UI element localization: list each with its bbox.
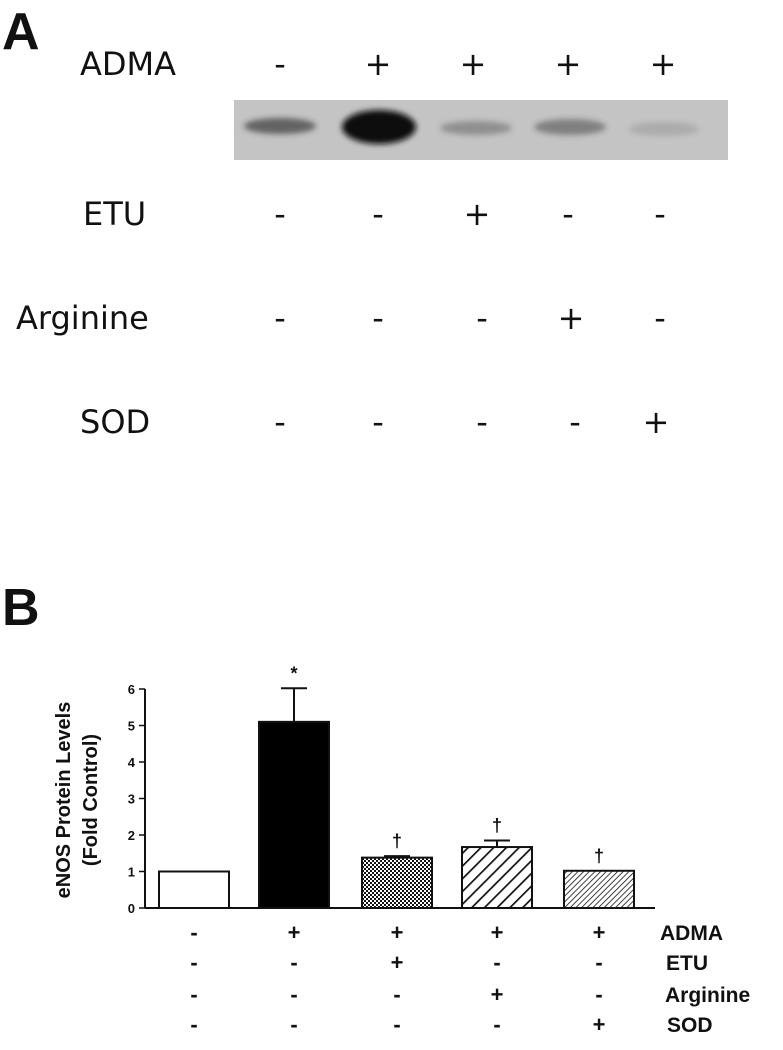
etu-sign-lane-3: + [463,195,491,233]
treatment-label-arginine: Arginine [665,984,750,1007]
sod-sign-lane-4: - [569,403,581,441]
treatment-sod-sign-4: - [493,1012,500,1037]
treatment-sod-sign-5: + [593,1012,606,1037]
blot-band-lane-4 [534,119,606,135]
treatment-adma-sign-5: + [593,920,606,945]
blot-band-lane-3 [440,121,512,135]
treatment-arginine-sign-4: + [491,982,504,1007]
arginine-sign-lane-2: - [372,299,384,337]
arginine-sign-lane-5: - [654,299,666,337]
bar-1 [158,870,230,909]
significance-mark-4: † [492,815,502,835]
treatment-adma-sign-4: + [491,920,504,945]
etu-sign-lane-2: - [372,195,384,233]
treatment-adma-sign-2: + [288,920,301,945]
y-tick-label-0: 0 [128,901,135,916]
panel-a-letter: A [2,3,40,61]
treatment-etu-sign-2: - [290,950,297,975]
etu-sign-lane-4: - [562,195,574,233]
row-label-sod: SOD [80,403,151,441]
treatment-label-adma: ADMA [660,922,723,945]
y-tick-label-6: 6 [128,682,135,697]
significance-mark-2: * [290,663,297,683]
etu-sign-lane-1: - [274,195,286,233]
treatment-label-etu: ETU [666,952,708,975]
treatment-arginine-sign-3: - [393,982,400,1007]
treatment-etu-sign-3: + [391,950,404,975]
sod-sign-lane-2: - [372,403,384,441]
treatment-etu-sign-1: - [190,950,197,975]
adma-sign-lane-1: - [274,45,286,83]
significance-mark-3: † [392,831,402,851]
treatment-adma-sign-1: - [190,920,197,945]
blot-band-lane-5 [629,122,699,136]
treatment-arginine-sign-5: - [595,982,602,1007]
row-label-adma: ADMA [80,45,177,83]
y-tick-label-3: 3 [128,792,135,807]
y-axis-label-line-1: eNOS Protein Levels [53,702,75,899]
treatment-arginine-sign-2: - [290,982,297,1007]
y-tick-label-4: 4 [128,755,136,770]
western-blot-image [234,100,728,160]
treatment-sod-sign-1: - [190,1012,197,1037]
treatment-sod-sign-3: - [393,1012,400,1037]
adma-sign-lane-5: + [649,45,677,83]
blot-band-lane-2 [342,110,416,144]
bar-5 [563,869,635,910]
bar-3 [361,856,433,910]
arginine-sign-lane-3: - [476,299,488,337]
y-tick-label-5: 5 [128,719,135,734]
sod-sign-lane-3: - [476,403,488,441]
sod-sign-lane-1: - [274,403,286,441]
treatment-sod-sign-2: - [290,1012,297,1037]
adma-sign-lane-4: + [554,45,582,83]
y-axis-label-line-2: (Fold Control) [80,734,102,866]
bar-2 [258,720,330,909]
y-tick-label-2: 2 [128,828,135,843]
arginine-sign-lane-4: + [557,299,585,337]
treatment-etu-sign-5: - [595,950,602,975]
treatment-label-sod: SOD [667,1014,713,1037]
enos-bar-chart: eNOS Protein Levels (Fold Control) 0 1 2 3 4 5 6… [53,663,750,1037]
treatment-etu-sign-4: - [493,950,500,975]
treatment-arginine-sign-1: - [190,982,197,1007]
panel-b-letter: B [2,579,40,637]
bar-4 [461,846,533,909]
y-tick-label-1: 1 [128,865,135,880]
row-label-etu: ETU [83,195,147,233]
arginine-sign-lane-1: - [274,299,286,337]
adma-sign-lane-2: + [364,45,392,83]
significance-mark-5: † [594,846,604,866]
etu-sign-lane-5: - [654,195,666,233]
row-label-arginine: Arginine [16,299,149,337]
adma-sign-lane-3: + [459,45,487,83]
blot-band-lane-1 [244,118,316,134]
treatment-adma-sign-3: + [391,920,404,945]
sod-sign-lane-5: + [642,403,670,441]
